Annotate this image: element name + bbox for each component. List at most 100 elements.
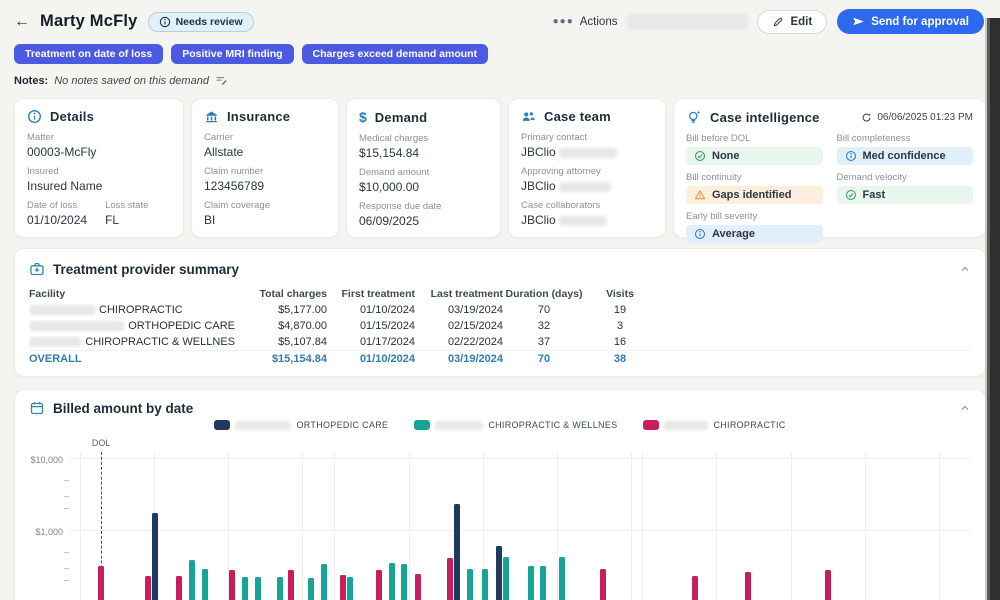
status-badge: Med confidence xyxy=(837,147,974,165)
chart-bar[interactable] xyxy=(528,566,534,600)
field-label: Primary contact xyxy=(521,132,653,143)
refresh-icon[interactable] xyxy=(861,112,872,123)
chart-bar[interactable] xyxy=(98,566,104,600)
chart-bar[interactable] xyxy=(145,576,151,600)
field-label: Case collaborators xyxy=(521,200,653,211)
page-title: Marty McFly xyxy=(40,12,138,31)
chart-bar[interactable] xyxy=(288,570,294,600)
edit-notes-icon[interactable] xyxy=(215,74,228,87)
dollar-icon: $ xyxy=(359,109,367,125)
redacted-text xyxy=(559,182,611,192)
flag-chip[interactable]: Positive MRI finding xyxy=(171,44,293,64)
chart-bar[interactable] xyxy=(229,570,235,600)
chart-bar[interactable] xyxy=(277,577,283,600)
chart-body: $100$1,000$10,000 1/8/241/15/241/22/241/… xyxy=(29,452,971,600)
chart-bar[interactable] xyxy=(745,572,751,600)
info-circle-icon xyxy=(694,228,706,240)
field-label: Claim number xyxy=(204,166,326,177)
edit-button[interactable]: Edit xyxy=(757,10,827,34)
chart-bar[interactable] xyxy=(152,513,158,600)
demand-card: $ Demand Medical charges $15,154.84 Dema… xyxy=(346,98,501,238)
chart-bar[interactable] xyxy=(447,558,453,600)
chart-bar[interactable] xyxy=(559,557,565,600)
table-row: ORTHOPEDIC CARE $4,870.00 01/15/2024 02/… xyxy=(29,318,971,334)
chart-bar[interactable] xyxy=(340,575,346,600)
chart-bar[interactable] xyxy=(255,577,261,600)
chart-bar[interactable] xyxy=(482,569,488,600)
chart-bar[interactable] xyxy=(176,576,182,600)
approving-attorney-value: JBClio xyxy=(521,179,653,193)
flag-chip[interactable]: Charges exceed demand amount xyxy=(302,44,489,64)
legend-item: CHIROPRACTIC & WELLNES xyxy=(414,420,617,430)
treatment-provider-summary-card: Treatment provider summary Facility Tota… xyxy=(14,248,986,377)
chart-bar[interactable] xyxy=(692,576,698,600)
table-header-row: Facility Total charges First treatment L… xyxy=(29,286,971,302)
chart-bar[interactable] xyxy=(600,569,606,600)
legend-swatch xyxy=(214,420,230,430)
chart-bar[interactable] xyxy=(189,560,195,600)
field-label: Medical charges xyxy=(359,133,488,144)
status-badge: Fast xyxy=(837,186,974,204)
chart-bar[interactable] xyxy=(202,569,208,600)
field-label: Date of loss xyxy=(27,200,87,211)
edit-button-label: Edit xyxy=(790,16,812,28)
redacted-text xyxy=(559,148,617,158)
insurance-card: Insurance Carrier Allstate Claim number … xyxy=(191,98,339,238)
chart-bar[interactable] xyxy=(825,570,831,600)
legend-swatch xyxy=(643,420,659,430)
card-title: Case intelligence xyxy=(710,110,820,125)
response-due-value: 06/09/2025 xyxy=(359,214,488,228)
chart-bar[interactable] xyxy=(540,566,546,600)
matter-value: 00003-McFly xyxy=(27,145,171,159)
chart-bar[interactable] xyxy=(308,578,314,600)
collapse-chevron-icon[interactable] xyxy=(959,402,971,414)
field-label: Demand velocity xyxy=(837,172,974,183)
flag-chip[interactable]: Treatment on date of loss xyxy=(14,44,163,64)
table-overall-row: OVERALL $15,154.84 01/10/2024 03/19/2024… xyxy=(29,350,971,366)
loss-state-value: FL xyxy=(105,213,148,227)
chart-bar[interactable] xyxy=(321,564,327,600)
chart-bar[interactable] xyxy=(347,577,353,600)
redacted-text xyxy=(29,321,124,331)
send-for-approval-button[interactable]: Send for approval xyxy=(837,9,984,34)
legend-item: ORTHOPEDIC CARE xyxy=(214,420,388,430)
case-collaborators-value: JBClio xyxy=(521,213,653,227)
case-team-card: Case team Primary contact JBClio Approvi… xyxy=(508,98,666,238)
status-badge: Needs review xyxy=(148,12,254,32)
chart-bar[interactable] xyxy=(496,546,502,600)
legend-label: CHIROPRACTIC & WELLNES xyxy=(488,420,617,430)
intel-item: Bill before DOL None xyxy=(686,133,823,165)
back-icon[interactable]: ← xyxy=(14,14,30,30)
redacted-text xyxy=(235,421,291,430)
card-title: Demand xyxy=(375,110,428,125)
screen-edge xyxy=(985,18,1000,600)
chart-bar[interactable] xyxy=(454,504,460,600)
demand-amount-value: $10,000.00 xyxy=(359,180,488,194)
send-icon xyxy=(852,15,865,28)
check-circle-icon xyxy=(845,189,857,201)
chart-bar[interactable] xyxy=(467,569,473,600)
collapse-chevron-icon[interactable] xyxy=(959,263,971,275)
provider-summary-table: Facility Total charges First treatment L… xyxy=(29,286,971,366)
intel-item: Bill completeness Med confidence xyxy=(837,133,974,165)
chart-bar[interactable] xyxy=(389,563,395,600)
chart-bar[interactable] xyxy=(415,574,421,600)
actions-menu[interactable]: ●●● Actions xyxy=(553,16,618,28)
flag-chips: Treatment on date of loss Positive MRI f… xyxy=(14,44,986,64)
chart-bar[interactable] xyxy=(376,570,382,600)
chart-bar[interactable] xyxy=(503,557,509,600)
chart-legend: ORTHOPEDIC CARE CHIROPRACTIC & WELLNES C… xyxy=(29,420,971,430)
intel-item: Demand velocity Fast xyxy=(837,172,974,204)
chart-bar[interactable] xyxy=(242,577,248,600)
notes-text: No notes saved on this demand xyxy=(54,75,209,87)
info-circle-icon xyxy=(845,150,857,162)
chart-plot-area[interactable]: 1/8/241/15/241/22/241/29/242/1/242/8/242… xyxy=(69,452,971,600)
intel-item: Bill continuity Gaps identified xyxy=(686,172,823,204)
chart-bar[interactable] xyxy=(401,564,407,600)
calendar-icon xyxy=(29,400,45,416)
redacted-text xyxy=(29,337,81,347)
redacted-text xyxy=(559,216,607,226)
notes-label: Notes: xyxy=(14,75,48,87)
lightbulb-icon xyxy=(686,109,702,125)
medical-charges-value: $15,154.84 xyxy=(359,146,488,160)
